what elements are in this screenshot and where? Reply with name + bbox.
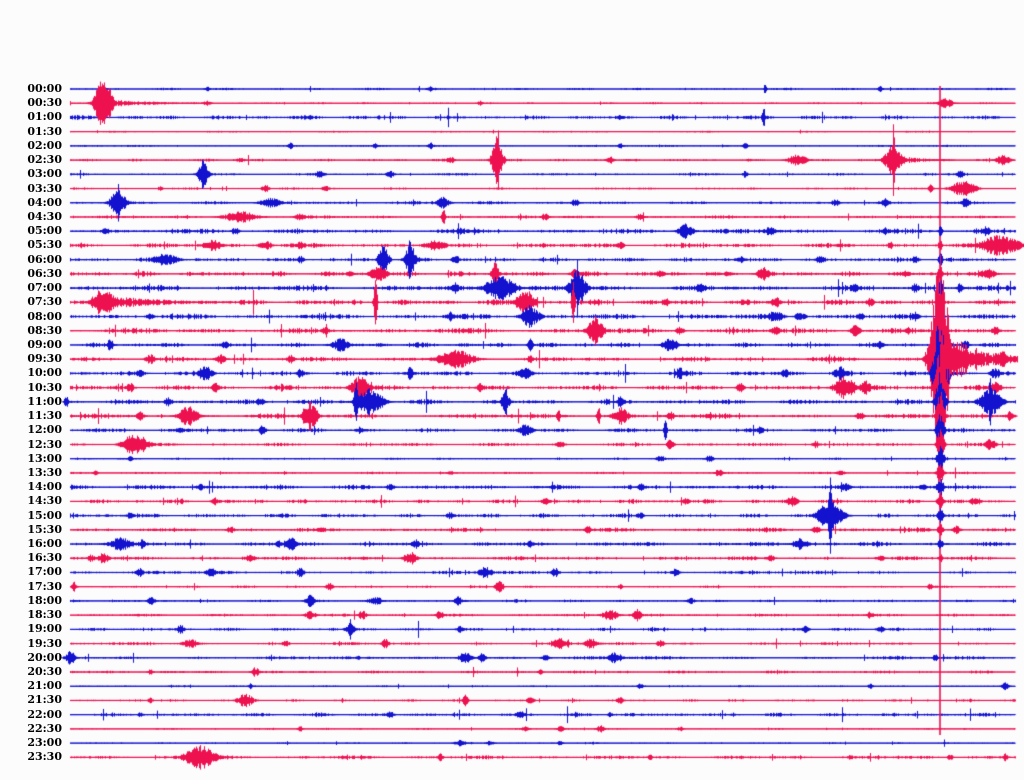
time-label: 03:00 — [27, 167, 62, 181]
time-label: 03:30 — [27, 181, 62, 195]
time-label: 05:30 — [27, 238, 62, 252]
time-label: 10:30 — [27, 380, 62, 394]
time-label: 17:00 — [27, 565, 62, 579]
time-label: 01:00 — [27, 110, 62, 124]
time-label: 23:30 — [27, 750, 62, 764]
time-label: 18:00 — [27, 593, 62, 607]
time-label: 12:00 — [27, 423, 62, 437]
time-label: 22:30 — [27, 721, 62, 735]
time-label: 11:00 — [27, 394, 62, 408]
time-label: 11:30 — [27, 409, 62, 423]
time-label: 13:00 — [27, 451, 62, 465]
time-label: 08:30 — [27, 323, 62, 337]
time-label: 08:00 — [27, 309, 62, 323]
time-label: 02:30 — [27, 153, 62, 167]
time-label: 20:30 — [27, 665, 62, 679]
time-label: 22:00 — [27, 707, 62, 721]
time-label: 14:00 — [27, 480, 62, 494]
time-label: 06:00 — [27, 252, 62, 266]
time-label: 07:30 — [27, 295, 62, 309]
time-label: 16:00 — [27, 537, 62, 551]
time-label: 05:00 — [27, 224, 62, 238]
time-label: 10:00 — [27, 366, 62, 380]
time-label: 17:30 — [27, 579, 62, 593]
time-label: 23:00 — [27, 736, 62, 750]
time-label: 00:30 — [27, 96, 62, 110]
time-label: 09:00 — [27, 337, 62, 351]
time-label: 21:30 — [27, 693, 62, 707]
time-label: 15:00 — [27, 508, 62, 522]
time-label: 15:30 — [27, 522, 62, 536]
time-label: 19:00 — [27, 622, 62, 636]
time-label: 09:30 — [27, 352, 62, 366]
time-label: 04:30 — [27, 209, 62, 223]
time-label: 20:00 — [27, 650, 62, 664]
time-label: 19:30 — [27, 636, 62, 650]
time-label: 13:30 — [27, 465, 62, 479]
time-label: 06:30 — [27, 266, 62, 280]
time-label: 00:00 — [27, 82, 62, 95]
time-label: 16:30 — [27, 551, 62, 565]
time-label: 21:00 — [27, 679, 62, 693]
time-label: 04:00 — [27, 195, 62, 209]
time-label: 18:30 — [27, 608, 62, 622]
time-label: 14:30 — [27, 494, 62, 508]
time-label: 01:30 — [27, 124, 62, 138]
time-label: 07:00 — [27, 281, 62, 295]
time-label: 02:00 — [27, 138, 62, 152]
time-label: 12:30 — [27, 437, 62, 451]
